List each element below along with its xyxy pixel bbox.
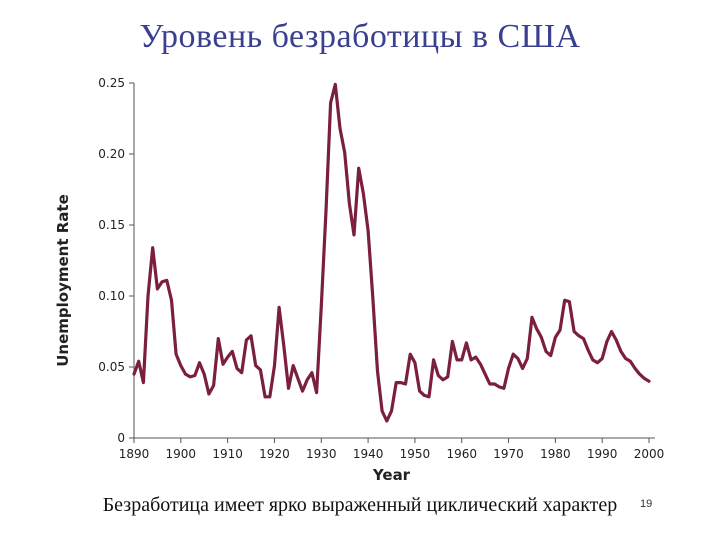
x-tick-label: 1990 (587, 447, 618, 461)
x-tick-label: 1970 (493, 447, 524, 461)
x-tick-label: 1900 (166, 447, 197, 461)
slide-title: Уровень безработицы в США (139, 18, 581, 55)
x-tick-label: 1950 (400, 447, 431, 461)
y-ticks-group: 0 0.05 0.10 0.15 0.20 0.25 (98, 76, 134, 445)
x-tick-label: 1910 (212, 447, 243, 461)
y-tick-label: 0.05 (98, 360, 125, 374)
x-tick-label: 1960 (446, 447, 477, 461)
x-tick-label: 2000 (634, 447, 665, 461)
y-axis-title: Unemployment Rate (54, 194, 72, 367)
y-tick-label: 0.20 (98, 147, 125, 161)
x-tick-label: 1890 (119, 447, 150, 461)
x-ticks-group: 1890 1900 1910 1920 1930 1940 1950 1960 1970 1980… (119, 438, 665, 461)
x-tick-label: 1940 (353, 447, 384, 461)
x-tick-label: 1930 (306, 447, 337, 461)
x-tick-label: 1920 (259, 447, 290, 461)
y-tick-label: 0 (117, 431, 125, 445)
x-tick-label: 1980 (540, 447, 571, 461)
unemployment-rate-series-line (132, 82, 651, 423)
y-tick-label: 0.25 (98, 76, 125, 90)
x-axis-title: Year (372, 466, 411, 484)
slide-caption: Безработица имеет ярко выраженный циклич… (102, 494, 618, 516)
y-tick-label: 0.10 (98, 289, 125, 303)
y-tick-label: 0.15 (98, 218, 125, 232)
slide-number: 19 (640, 498, 653, 510)
